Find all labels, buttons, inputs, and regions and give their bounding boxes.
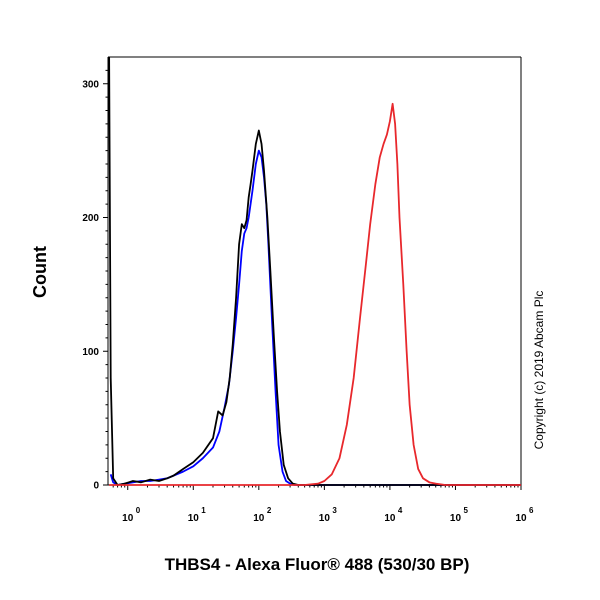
x-tick-label: 10 — [384, 513, 396, 524]
y-tick-label: 300 — [82, 79, 99, 90]
histogram-line-2 — [108, 56, 521, 486]
copyright-notice: Copyright (c) 2019 Abcam Plc — [532, 291, 546, 450]
x-tick-exponent: 6 — [529, 506, 534, 515]
histogram-line-1 — [109, 149, 521, 486]
x-tick-label: 10 — [188, 513, 200, 524]
x-axis-title: THBS4 - Alexa Fluor® 488 (530/30 BP) — [165, 555, 470, 574]
x-tick-exponent: 4 — [398, 506, 403, 515]
x-tick-label: 10 — [319, 513, 331, 524]
histogram-line-3 — [109, 102, 521, 486]
x-tick-label: 10 — [122, 513, 134, 524]
x-tick-exponent: 5 — [463, 506, 468, 515]
x-tick-label: 10 — [515, 513, 527, 524]
x-tick-label: 10 — [450, 513, 462, 524]
x-tick-label: 10 — [253, 513, 265, 524]
x-tick-exponent: 3 — [332, 506, 337, 515]
y-axis-title: Count — [30, 246, 50, 298]
x-tick-exponent: 2 — [267, 506, 272, 515]
y-tick-label: 200 — [82, 213, 99, 224]
x-tick-exponent: 0 — [136, 506, 141, 515]
plot-frame — [108, 56, 522, 485]
y-axis: 0 100 200 300 — [82, 57, 109, 492]
x-tick-exponent: 1 — [201, 506, 206, 515]
y-tick-label: 100 — [82, 347, 99, 358]
y-tick-label: 0 — [93, 481, 99, 492]
histogram-series — [108, 56, 521, 486]
